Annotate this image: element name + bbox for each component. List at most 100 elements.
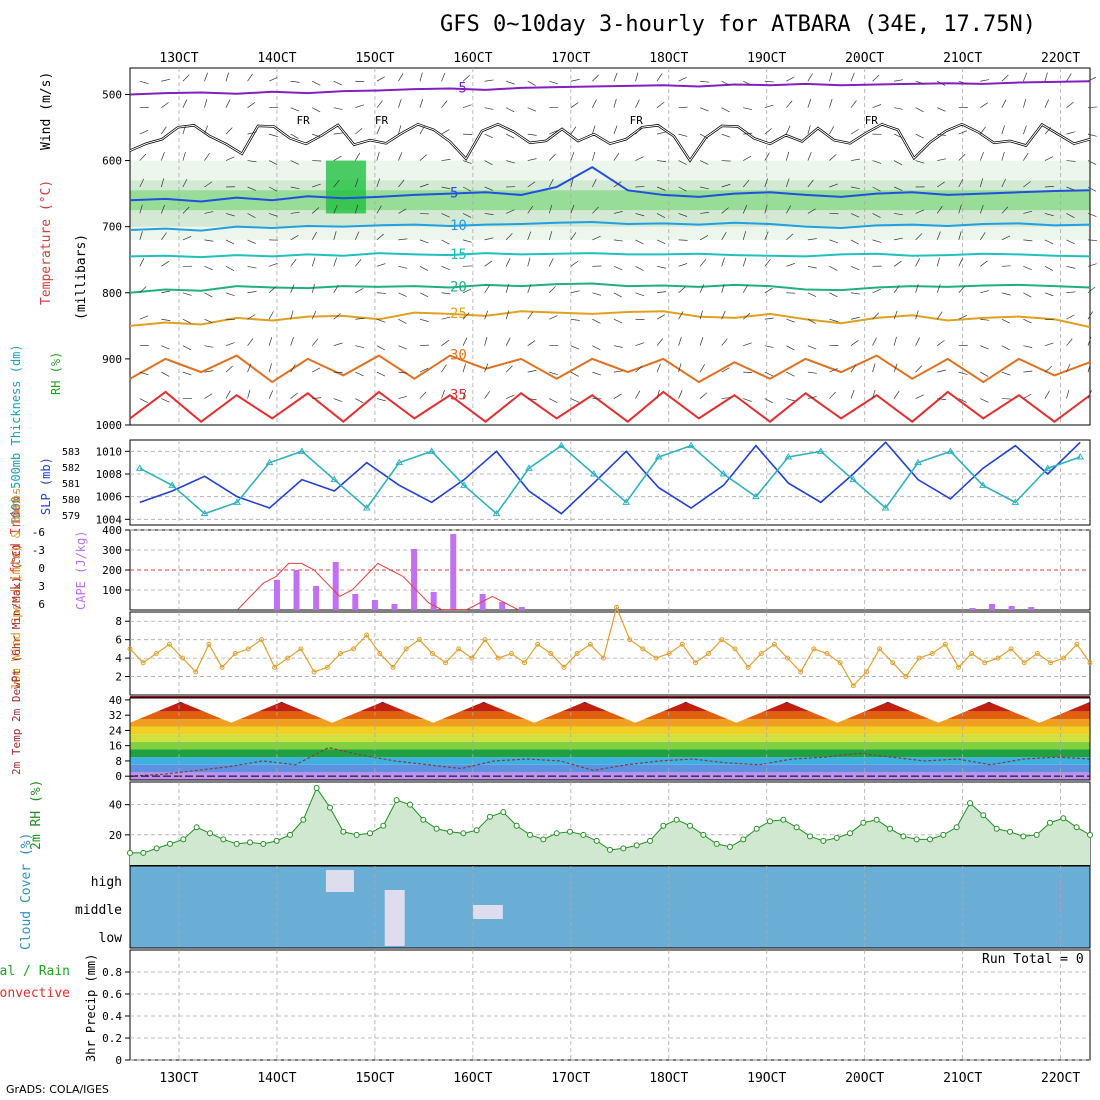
li-line bbox=[237, 562, 519, 611]
rh2m-point bbox=[567, 828, 573, 835]
wind-barb bbox=[1023, 345, 1033, 348]
wind-barb bbox=[678, 133, 688, 137]
wind-barb bbox=[355, 317, 365, 320]
wind-barb bbox=[1044, 318, 1054, 321]
wind-barb bbox=[613, 292, 622, 298]
wind-barb bbox=[549, 130, 558, 135]
wind-barb bbox=[333, 371, 343, 374]
top-date-label: 20OCT bbox=[845, 51, 884, 66]
wind-barb bbox=[1087, 390, 1092, 399]
rh2m-point bbox=[460, 830, 467, 837]
wind10-point bbox=[863, 669, 869, 675]
wind10-point bbox=[692, 660, 698, 666]
wind-barb bbox=[182, 125, 186, 135]
wind-barb bbox=[764, 104, 774, 109]
wind10-point bbox=[837, 660, 843, 666]
rh2m-point bbox=[980, 812, 987, 819]
wind-barb bbox=[505, 365, 513, 373]
wind-barb bbox=[139, 398, 148, 403]
wind-barb bbox=[613, 266, 623, 271]
wind-barb bbox=[333, 257, 337, 267]
wind-barb bbox=[505, 258, 511, 267]
wind-barb bbox=[936, 257, 940, 267]
wind-barb bbox=[915, 258, 921, 267]
rh2m-point bbox=[1047, 819, 1053, 826]
wind-barb bbox=[807, 345, 817, 350]
wind10-point bbox=[666, 651, 672, 656]
wind-barb bbox=[462, 239, 472, 243]
wind-barb bbox=[592, 125, 596, 135]
temp-color-band bbox=[130, 718, 1090, 727]
rh2m-point bbox=[300, 816, 307, 823]
wind-barb bbox=[743, 155, 752, 161]
temp-ytick-label: 8 bbox=[115, 755, 122, 768]
wind-barb bbox=[139, 371, 149, 376]
wind-barb bbox=[678, 76, 687, 82]
wind-barb bbox=[893, 363, 898, 373]
wind-barb bbox=[743, 342, 752, 346]
profile-ytick-label: 1000 bbox=[96, 419, 123, 432]
chart-title: GFS 0~10day 3-hourly for ATBARA (34E, 17… bbox=[440, 12, 1037, 37]
wind-barb bbox=[441, 72, 446, 82]
rh2m-point bbox=[193, 824, 200, 831]
wind-barb bbox=[915, 209, 925, 214]
wind-barb bbox=[807, 371, 817, 374]
wind10-point bbox=[548, 651, 554, 656]
rh2m-point bbox=[740, 836, 747, 843]
wind-barb bbox=[829, 292, 838, 298]
wind10-point bbox=[1074, 641, 1080, 647]
bottom-date-label: 15OCT bbox=[355, 1071, 394, 1086]
thickness-marker bbox=[1011, 498, 1020, 505]
wind-barb bbox=[182, 206, 190, 214]
wind-barb bbox=[613, 72, 618, 82]
temp-color-band bbox=[130, 741, 1090, 750]
wind-barb bbox=[1066, 186, 1075, 191]
wind-barb bbox=[1001, 371, 1011, 376]
thickness-marker bbox=[622, 498, 631, 505]
top-date-label: 22OCT bbox=[1041, 51, 1080, 66]
wind-barb bbox=[1001, 265, 1011, 267]
wind-barb bbox=[290, 160, 299, 165]
wind-barb bbox=[398, 318, 407, 324]
wind-barb bbox=[139, 286, 147, 294]
wind-barb bbox=[786, 233, 794, 241]
wind-barb bbox=[549, 398, 558, 403]
wind-barb bbox=[1044, 366, 1053, 373]
rh2m-point bbox=[807, 833, 813, 840]
wind-barb bbox=[1066, 389, 1070, 399]
wind-barb bbox=[247, 314, 256, 320]
wind-barb bbox=[1066, 213, 1075, 219]
wind-barb bbox=[139, 315, 149, 320]
wind-barb bbox=[699, 107, 709, 112]
wind-barb bbox=[699, 310, 703, 320]
wind-barb bbox=[161, 345, 170, 350]
wind-barb bbox=[592, 99, 597, 108]
precip-legend-total: Total / Rain bbox=[0, 964, 70, 979]
wind-barb bbox=[506, 394, 515, 399]
wind-barb bbox=[635, 156, 644, 161]
wind-barb bbox=[161, 151, 165, 161]
wind-barb bbox=[355, 398, 364, 404]
wind-barb bbox=[936, 284, 941, 293]
wind-barb bbox=[742, 284, 749, 293]
wind-barb bbox=[204, 292, 213, 298]
wind-barb bbox=[829, 391, 836, 399]
rh2m-point bbox=[940, 831, 947, 838]
wind-barb bbox=[462, 363, 466, 373]
wind-barb bbox=[678, 186, 687, 192]
wind10-point bbox=[824, 651, 830, 656]
isotherm-line bbox=[129, 221, 1091, 232]
wind-barb bbox=[247, 160, 257, 163]
wind-barb bbox=[915, 310, 919, 320]
wind-barb bbox=[354, 204, 359, 214]
wind-barb bbox=[1087, 160, 1097, 165]
wind-barb bbox=[376, 151, 380, 161]
wind-barb bbox=[312, 367, 321, 373]
wind-barb bbox=[484, 391, 491, 399]
wind-barb bbox=[398, 125, 402, 135]
wind-barb bbox=[786, 205, 792, 214]
wind-barb bbox=[635, 213, 645, 217]
wind-barb bbox=[290, 80, 300, 83]
bottom-date-label: 16OCT bbox=[453, 1071, 492, 1086]
rh2m-point bbox=[593, 837, 600, 844]
